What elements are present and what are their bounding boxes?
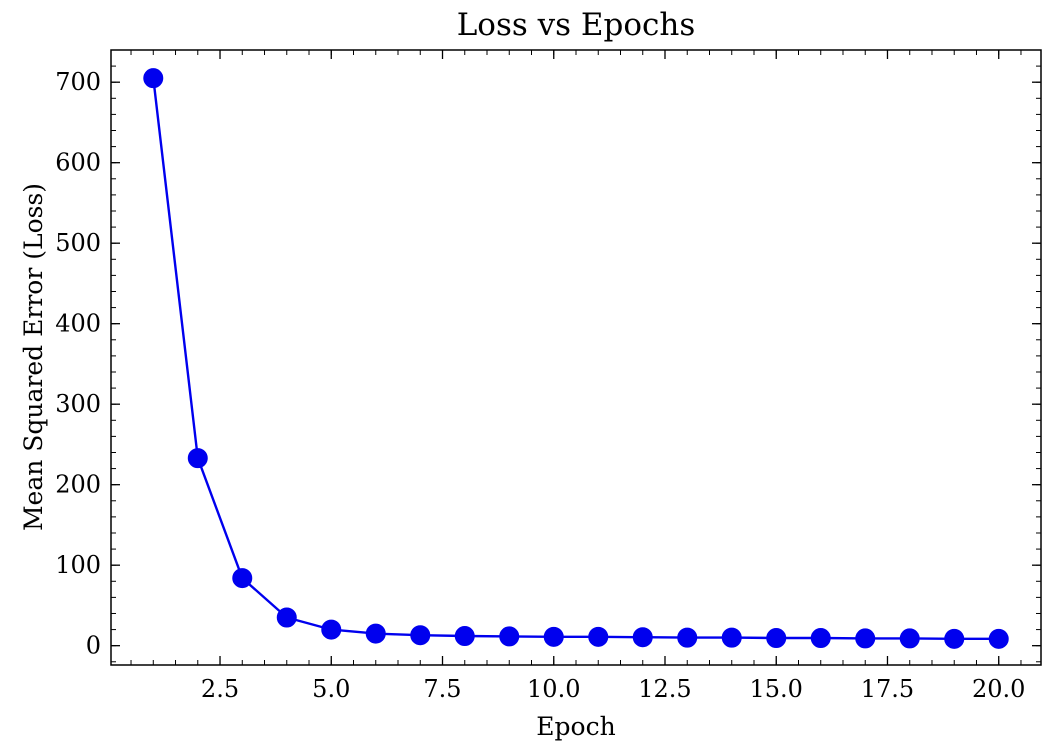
loss-data-point bbox=[766, 628, 787, 649]
loss-data-point bbox=[632, 627, 653, 648]
loss-data-point bbox=[944, 628, 965, 649]
y-tick-label: 600 bbox=[55, 149, 101, 177]
loss-data-point bbox=[588, 626, 609, 647]
y-tick-label: 400 bbox=[55, 310, 101, 338]
loss-data-point bbox=[543, 626, 564, 647]
y-axis-title: Mean Squared Error (Loss) bbox=[19, 183, 48, 531]
loss-data-point bbox=[499, 626, 520, 647]
loss-data-point bbox=[810, 628, 831, 649]
tick-labels: 2.5 5.0 7.5 10.0 12.5 15.0 17.5 20.0 0 100 200 300 4… bbox=[55, 68, 1025, 703]
x-tick-label: 15.0 bbox=[750, 675, 803, 703]
loss-data-point bbox=[143, 68, 164, 89]
plot-frame bbox=[110, 49, 1042, 666]
series-layer bbox=[143, 68, 1009, 649]
x-tick-label: 7.5 bbox=[423, 675, 461, 703]
x-tick-label: 20.0 bbox=[972, 675, 1025, 703]
x-tick-label: 5.0 bbox=[312, 675, 350, 703]
loss-data-point bbox=[988, 628, 1009, 649]
loss-data-point bbox=[321, 619, 342, 640]
loss-data-point bbox=[187, 448, 208, 469]
x-tick-label: 12.5 bbox=[638, 675, 691, 703]
loss-data-point bbox=[899, 628, 920, 649]
chart-title: Loss vs Epochs bbox=[457, 7, 696, 43]
y-tick-label: 700 bbox=[55, 68, 101, 96]
x-tick-label: 2.5 bbox=[201, 675, 239, 703]
y-tick-label: 500 bbox=[55, 229, 101, 257]
y-tick-label: 0 bbox=[86, 632, 101, 660]
y-tick-label: 200 bbox=[55, 471, 101, 499]
y-tick-label: 300 bbox=[55, 390, 101, 418]
y-tick-label: 100 bbox=[55, 551, 101, 579]
x-axis-title: Epoch bbox=[536, 712, 615, 741]
x-tick-label: 10.0 bbox=[527, 675, 580, 703]
loss-data-point bbox=[721, 627, 742, 648]
loss-data-point bbox=[855, 628, 876, 649]
loss-data-point bbox=[276, 607, 297, 628]
loss-data-point bbox=[365, 623, 386, 644]
x-tick-label: 17.5 bbox=[861, 675, 914, 703]
loss-data-point bbox=[232, 568, 253, 589]
loss-data-point bbox=[410, 625, 431, 646]
loss-data-point bbox=[677, 627, 698, 648]
loss-data-point bbox=[454, 626, 475, 647]
major-ticks bbox=[111, 50, 1041, 665]
